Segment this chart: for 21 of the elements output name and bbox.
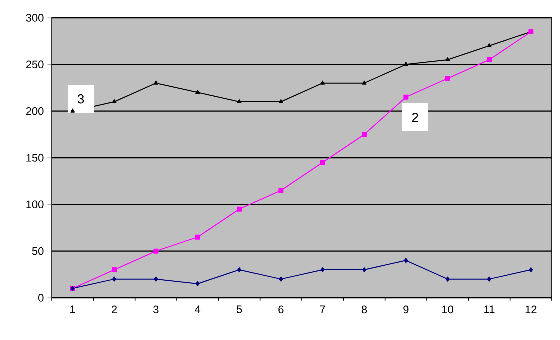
x-tick-label: 6 [278,306,284,314]
x-tick-label: 11 [484,306,495,314]
series-label: 2 [412,112,418,122]
y-tick-label: 50 [32,247,44,256]
x-tick-label: 12 [526,306,537,314]
y-tick-label: 150 [26,154,44,162]
y-tick-label: 300 [26,14,44,22]
x-tick-label: 4 [195,306,201,314]
x-tick-label: 9 [404,306,409,314]
x-tick-label: 10 [442,306,454,314]
x-tick-label: 3 [154,306,159,314]
y-tick-label: 100 [26,200,44,209]
y-tick-label: 250 [26,60,44,69]
y-tick-label: 200 [26,107,44,116]
x-tick-label: 1 [70,306,76,314]
x-tick-label: 7 [320,306,326,314]
x-tick-label: 8 [362,306,368,314]
x-tick-label: 5 [236,306,242,314]
x-tick-label: 2 [112,306,118,314]
y-tick-label: 0 [38,294,44,302]
series-label: 3 [78,94,84,104]
